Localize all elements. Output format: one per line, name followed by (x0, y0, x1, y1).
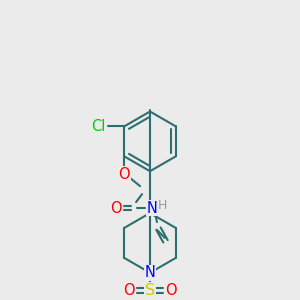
Text: O: O (165, 283, 177, 298)
Text: Cl: Cl (91, 119, 105, 134)
Text: S: S (145, 283, 155, 298)
Text: O: O (123, 283, 135, 298)
Text: O: O (118, 167, 130, 182)
Text: N: N (145, 265, 155, 280)
Text: N: N (147, 201, 158, 216)
Text: H: H (157, 199, 167, 212)
Text: O: O (110, 201, 122, 216)
